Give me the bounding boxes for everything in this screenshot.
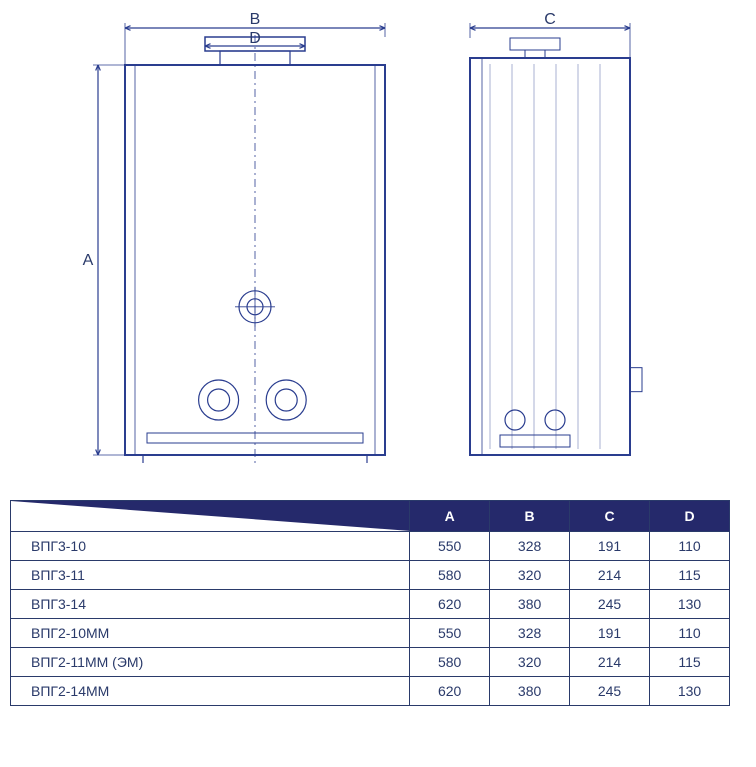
dim-cell: 130 <box>650 589 730 618</box>
dim-cell: 115 <box>650 647 730 676</box>
dim-cell: 191 <box>570 531 650 560</box>
dim-cell: 580 <box>410 647 490 676</box>
table-header-empty <box>11 501 410 532</box>
dim-cell: 110 <box>650 531 730 560</box>
dim-cell: 580 <box>410 560 490 589</box>
model-cell: ВПГ3-14 <box>11 589 410 618</box>
dim-cell: 380 <box>490 589 570 618</box>
dim-cell: 380 <box>490 676 570 705</box>
dimensions-table: A B C D ВПГ3-10550328191110ВПГ3-11580320… <box>10 500 730 706</box>
dim-cell: 320 <box>490 560 570 589</box>
dim-cell: 550 <box>410 531 490 560</box>
dim-cell: 110 <box>650 618 730 647</box>
table-row: ВПГ3-10550328191110 <box>11 531 730 560</box>
model-cell: ВПГ3-11 <box>11 560 410 589</box>
table-row: ВПГ2-10ММ550328191110 <box>11 618 730 647</box>
col-header-A: A <box>410 501 490 532</box>
dim-cell: 245 <box>570 589 650 618</box>
model-cell: ВПГ2-11ММ (ЭМ) <box>11 647 410 676</box>
dim-cell: 328 <box>490 618 570 647</box>
model-cell: ВПГ2-10ММ <box>11 618 410 647</box>
dim-cell: 328 <box>490 531 570 560</box>
svg-text:A: A <box>83 252 94 269</box>
dim-cell: 214 <box>570 560 650 589</box>
table-row: ВПГ3-11580320214115 <box>11 560 730 589</box>
dim-cell: 245 <box>570 676 650 705</box>
dim-cell: 191 <box>570 618 650 647</box>
svg-text:B: B <box>250 11 261 28</box>
table-row: ВПГ3-14620380245130 <box>11 589 730 618</box>
col-header-C: C <box>570 501 650 532</box>
dim-cell: 620 <box>410 589 490 618</box>
dim-cell: 214 <box>570 647 650 676</box>
col-header-D: D <box>650 501 730 532</box>
technical-drawing: BD A C <box>10 10 746 470</box>
table-row: ВПГ2-14ММ620380245130 <box>11 676 730 705</box>
dim-cell: 130 <box>650 676 730 705</box>
model-cell: ВПГ2-14ММ <box>11 676 410 705</box>
col-header-B: B <box>490 501 570 532</box>
model-cell: ВПГ3-10 <box>11 531 410 560</box>
table-row: ВПГ2-11ММ (ЭМ)580320214115 <box>11 647 730 676</box>
dim-cell: 620 <box>410 676 490 705</box>
svg-text:D: D <box>249 30 261 47</box>
svg-text:C: C <box>544 11 556 28</box>
dim-cell: 115 <box>650 560 730 589</box>
drawing-svg: BD A C <box>10 10 750 470</box>
dim-cell: 320 <box>490 647 570 676</box>
dim-cell: 550 <box>410 618 490 647</box>
